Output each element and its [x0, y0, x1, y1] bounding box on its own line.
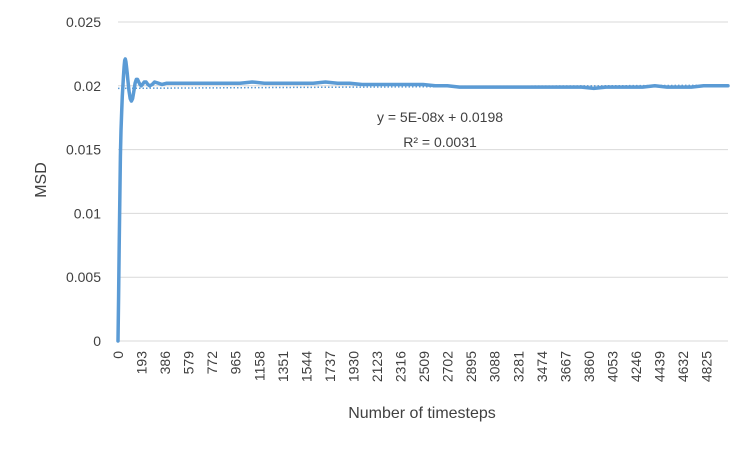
x-tick-label: 193 — [134, 351, 150, 375]
y-tick-label: 0.025 — [66, 14, 101, 30]
x-tick-label: 4439 — [652, 351, 668, 382]
y-axis-tick-labels: 0 0.005 0.01 0.015 0.02 0.025 — [66, 14, 101, 349]
x-tick-label: 2123 — [369, 351, 385, 382]
x-tick-label: 1930 — [345, 351, 361, 382]
x-tick-label: 386 — [157, 351, 173, 375]
x-tick-label: 4632 — [675, 351, 691, 382]
y-tick-label: 0.02 — [74, 78, 101, 94]
x-tick-label: 1158 — [251, 351, 267, 381]
x-tick-label: 3860 — [581, 351, 597, 382]
x-tick-label: 4246 — [628, 351, 644, 382]
trendline-equation: y = 5E-08x + 0.0198 — [377, 109, 503, 125]
x-tick-label: 579 — [181, 351, 197, 375]
x-tick-label: 4053 — [604, 351, 620, 382]
x-tick-label: 4825 — [699, 351, 715, 382]
x-tick-label: 3474 — [534, 351, 550, 382]
x-tick-label: 2316 — [393, 351, 409, 382]
x-axis-tick-labels: 0 193 386 579 772 965 1158 1351 1544 1737 1930 2123… — [110, 351, 715, 382]
y-axis-title: MSD — [33, 162, 50, 198]
trendline — [117, 84, 729, 90]
x-tick-label: 1737 — [322, 351, 338, 382]
trendline-layer — [117, 84, 729, 90]
x-tick-label: 965 — [228, 351, 244, 375]
y-tick-label: 0.015 — [66, 142, 101, 158]
x-tick-label: 3088 — [487, 351, 503, 382]
x-axis-title: Number of timesteps — [348, 405, 496, 422]
series-line — [116, 57, 730, 343]
x-tick-label: 772 — [204, 351, 220, 375]
y-tick-label: 0.01 — [74, 205, 101, 221]
x-tick-label: 2702 — [440, 351, 456, 382]
x-tick-label: 2509 — [416, 351, 432, 382]
series-layer — [116, 57, 730, 343]
trendline-r-squared: R² = 0.0031 — [403, 134, 477, 150]
y-tick-label: 0 — [93, 333, 101, 349]
x-tick-label: 0 — [110, 351, 126, 359]
y-tick-label: 0.005 — [66, 269, 101, 285]
x-tick-label: 3667 — [557, 351, 573, 382]
x-tick-label: 1544 — [298, 351, 314, 382]
x-tick-label: 2895 — [463, 351, 479, 382]
x-tick-label: 1351 — [275, 351, 291, 382]
x-tick-label: 3281 — [510, 351, 526, 382]
